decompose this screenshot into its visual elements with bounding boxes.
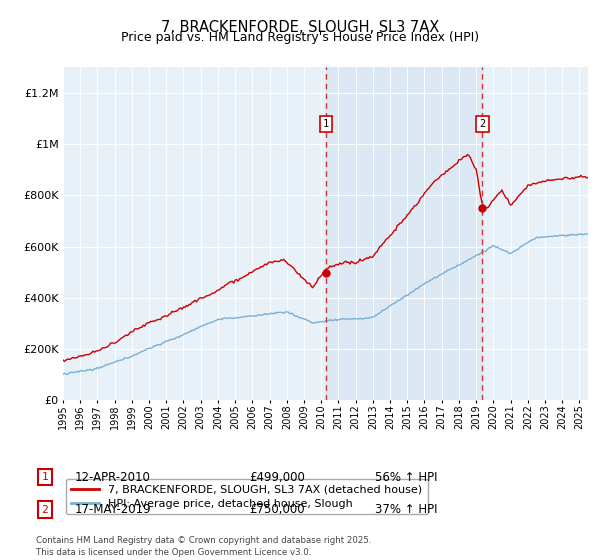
Text: 12-APR-2010: 12-APR-2010 xyxy=(75,470,151,484)
Text: £499,000: £499,000 xyxy=(249,470,305,484)
Legend: 7, BRACKENFORDE, SLOUGH, SL3 7AX (detached house), HPI: Average price, detached : 7, BRACKENFORDE, SLOUGH, SL3 7AX (detach… xyxy=(66,479,428,515)
Text: £750,000: £750,000 xyxy=(249,503,305,516)
Text: Price paid vs. HM Land Registry's House Price Index (HPI): Price paid vs. HM Land Registry's House … xyxy=(121,31,479,44)
Text: 2: 2 xyxy=(479,119,485,129)
Bar xyxy=(326,67,482,400)
Text: Contains HM Land Registry data © Crown copyright and database right 2025.
This d: Contains HM Land Registry data © Crown c… xyxy=(36,536,371,557)
Text: 2: 2 xyxy=(41,505,49,515)
Text: 56% ↑ HPI: 56% ↑ HPI xyxy=(375,470,437,484)
Text: 1: 1 xyxy=(41,472,49,482)
Text: 37% ↑ HPI: 37% ↑ HPI xyxy=(375,503,437,516)
Text: 1: 1 xyxy=(323,119,329,129)
Text: 17-MAY-2019: 17-MAY-2019 xyxy=(75,503,152,516)
Text: 7, BRACKENFORDE, SLOUGH, SL3 7AX: 7, BRACKENFORDE, SLOUGH, SL3 7AX xyxy=(161,20,439,35)
